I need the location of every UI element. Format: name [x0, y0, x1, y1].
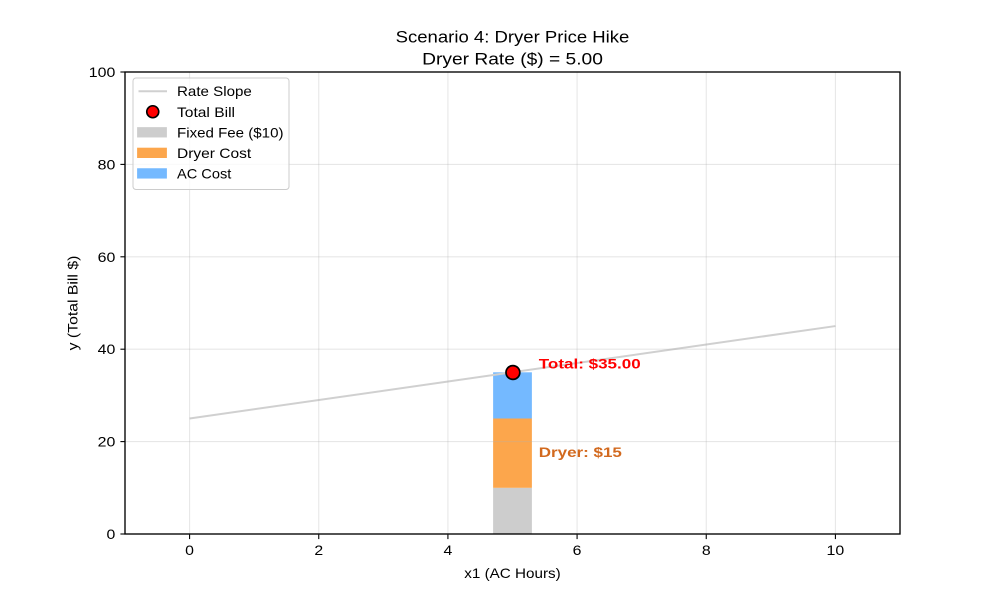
svg-text:Dryer Rate ($) = 5.00: Dryer Rate ($) = 5.00 — [422, 49, 603, 68]
svg-text:8: 8 — [702, 542, 711, 558]
svg-text:80: 80 — [98, 156, 116, 172]
svg-text:0: 0 — [107, 526, 116, 542]
svg-text:4: 4 — [444, 542, 453, 558]
svg-text:AC Cost: AC Cost — [177, 165, 231, 181]
svg-text:Total: $35.00: Total: $35.00 — [539, 355, 641, 371]
svg-text:60: 60 — [98, 249, 116, 265]
svg-text:100: 100 — [89, 64, 116, 80]
svg-text:20: 20 — [98, 434, 116, 450]
svg-text:Total Bill: Total Bill — [177, 104, 235, 120]
svg-text:10: 10 — [827, 542, 845, 558]
svg-text:Fixed Fee ($10): Fixed Fee ($10) — [177, 124, 284, 140]
svg-text:2: 2 — [314, 542, 323, 558]
svg-text:40: 40 — [98, 341, 116, 357]
svg-text:6: 6 — [573, 542, 582, 558]
svg-text:Scenario 4: Dryer Price Hike: Scenario 4: Dryer Price Hike — [396, 27, 630, 46]
svg-text:Dryer Cost: Dryer Cost — [177, 145, 251, 161]
svg-text:x1 (AC Hours): x1 (AC Hours) — [464, 565, 560, 581]
svg-text:0: 0 — [185, 542, 194, 558]
svg-text:Rate Slope: Rate Slope — [177, 83, 252, 99]
svg-text:y (Total Bill $): y (Total Bill $) — [65, 256, 81, 351]
svg-text:Dryer: $15: Dryer: $15 — [539, 444, 622, 460]
